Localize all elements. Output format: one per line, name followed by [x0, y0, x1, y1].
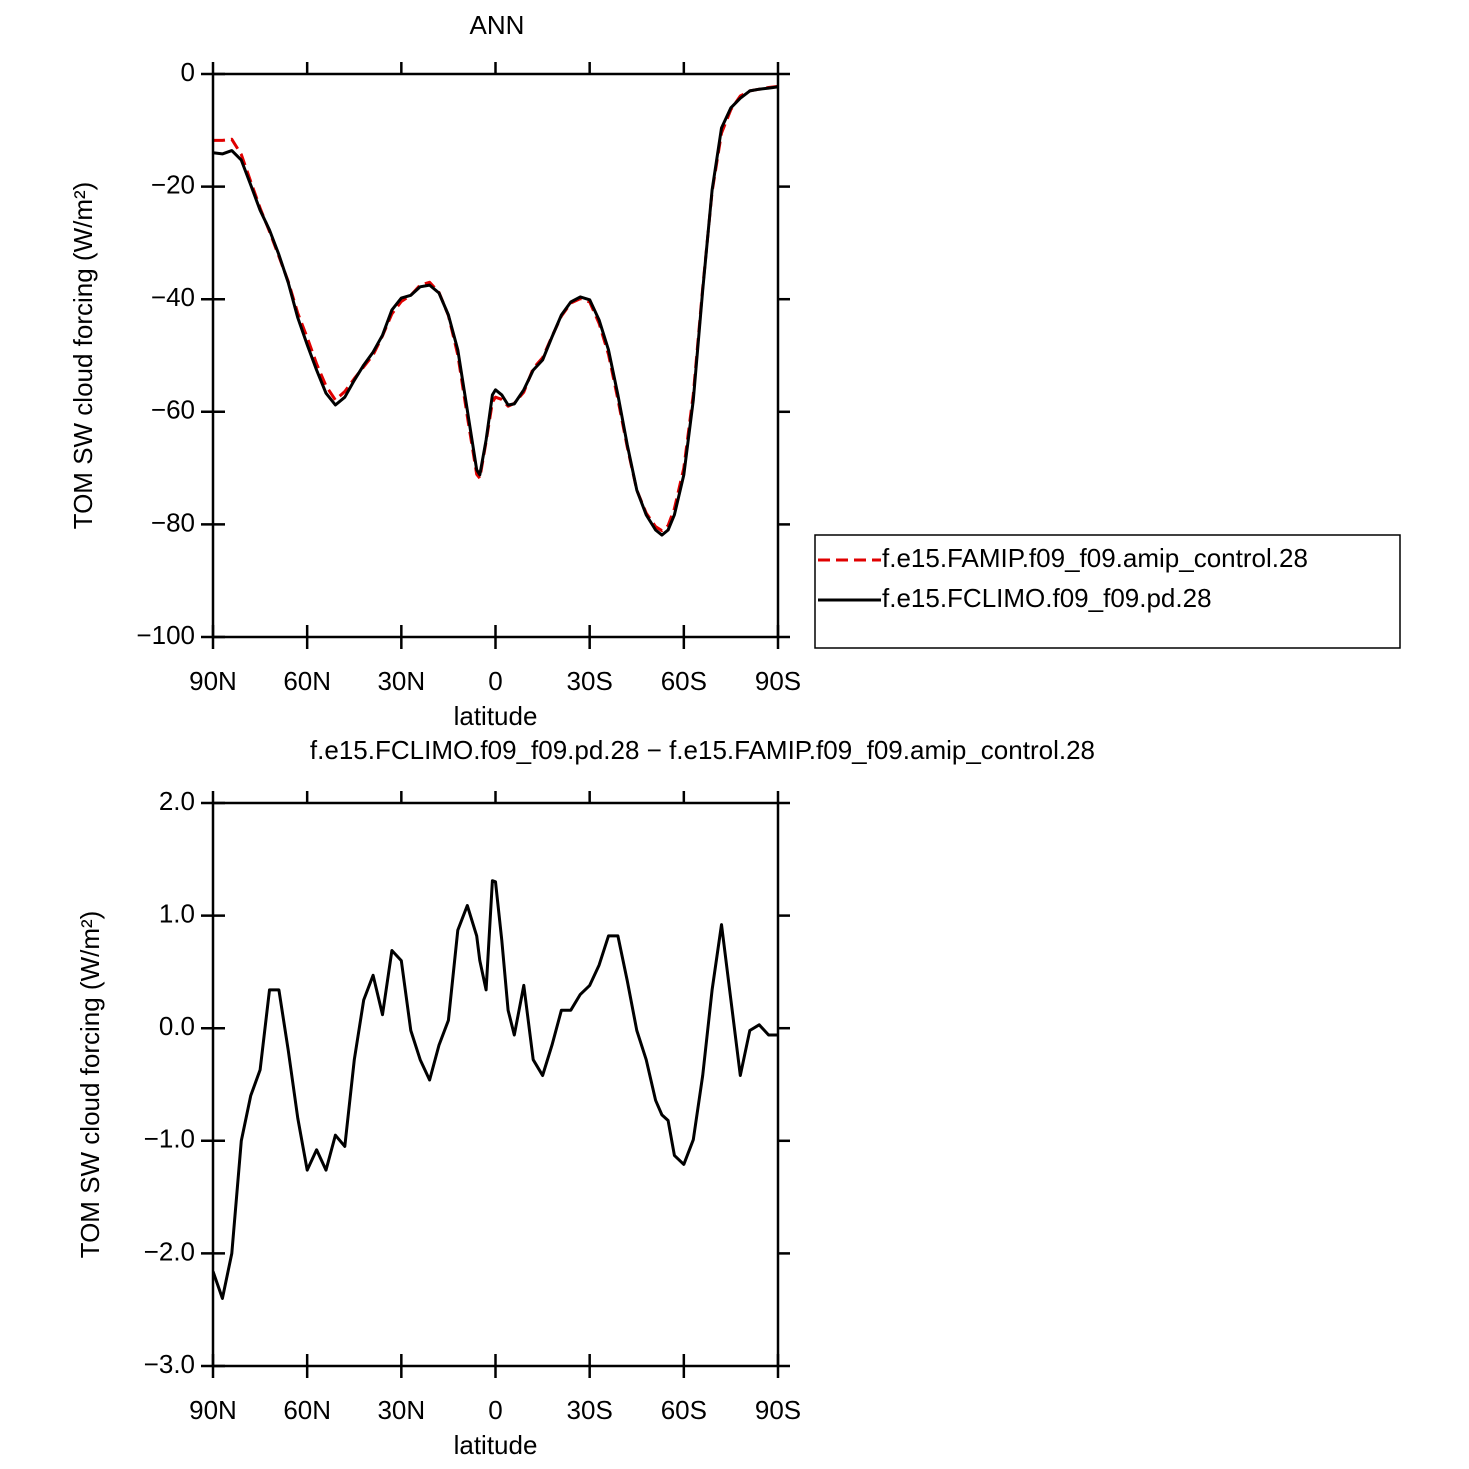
series-line: [213, 85, 778, 537]
y-tick-label: 2.0: [159, 786, 195, 816]
y-tick-label: −2.0: [144, 1236, 195, 1266]
x-tick-label: 60S: [661, 1395, 707, 1425]
legend-label: f.e15.FAMIP.f09_f09.amip_control.28: [882, 543, 1308, 573]
plot-frame: [211, 72, 780, 639]
x-tick-label: 0: [488, 666, 502, 696]
y-tick-label: 0.0: [159, 1011, 195, 1041]
x-axis-label: latitude: [454, 1430, 538, 1460]
x-tick-label: 30S: [567, 666, 613, 696]
x-axis-label: latitude: [454, 701, 538, 731]
y-tick-label: 0: [181, 57, 195, 87]
x-tick-label: 60N: [283, 666, 331, 696]
x-tick-label: 90N: [189, 1395, 237, 1425]
x-tick-label: 90S: [755, 1395, 801, 1425]
x-tick-label: 0: [488, 1395, 502, 1425]
y-axis-label: TOM SW cloud forcing (W/m²): [68, 182, 98, 530]
x-tick-label: 30N: [377, 666, 425, 696]
legend: f.e15.FAMIP.f09_f09.amip_control.28 f.e15…: [814, 534, 1401, 649]
x-tick-label: 90N: [189, 666, 237, 696]
y-tick-label: −3.0: [144, 1349, 195, 1379]
x-tick-label: 60S: [661, 666, 707, 696]
series-line: [213, 84, 778, 533]
chart-title: f.e15.FCLIMO.f09_f09.pd.28 − f.e15.FAMIP…: [310, 735, 1095, 765]
legend-box: [814, 534, 1401, 649]
y-tick-label: −60: [151, 395, 195, 425]
y-tick-label: −100: [136, 620, 195, 650]
x-tick-label: 30N: [377, 1395, 425, 1425]
y-tick-label: 1.0: [159, 898, 195, 928]
x-tick-label: 90S: [755, 666, 801, 696]
y-tick-label: −80: [151, 507, 195, 537]
y-axis-label: TOM SW cloud forcing (W/m²): [75, 911, 105, 1259]
y-tick-label: −20: [151, 169, 195, 199]
legend-label: f.e15.FCLIMO.f09_f09.pd.28: [882, 583, 1212, 613]
plot-frame: [211, 801, 780, 1368]
y-tick-label: −1.0: [144, 1124, 195, 1154]
chart-title: ANN: [470, 10, 525, 40]
series-line: [213, 879, 778, 1300]
x-tick-label: 60N: [283, 1395, 331, 1425]
x-tick-label: 30S: [567, 1395, 613, 1425]
y-tick-label: −40: [151, 282, 195, 312]
